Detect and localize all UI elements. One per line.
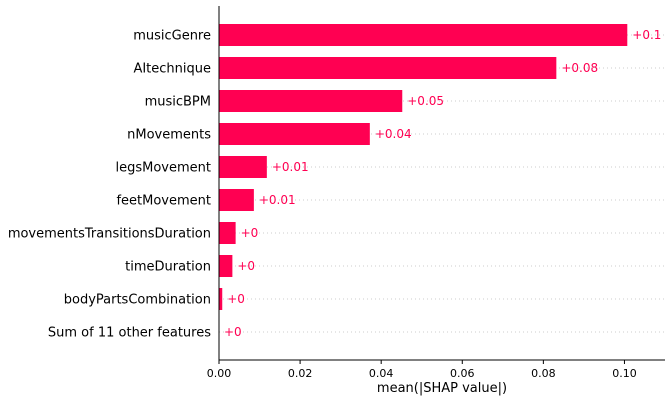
bar <box>219 156 267 178</box>
value-labels: +0.1 +0.08 +0.05 +0.04 +0.01 +0.01 +0 +0 +0 +0 <box>224 28 661 339</box>
bar <box>219 255 233 277</box>
category-label: nMovements <box>127 128 211 143</box>
grid-lines <box>219 34 665 333</box>
bar <box>219 57 557 79</box>
category-labels: musicGenre AItechnique musicBPM nMovements l… <box>8 29 211 341</box>
value-label: +0.05 <box>407 94 444 108</box>
value-label: +0 <box>241 226 259 240</box>
bar <box>219 288 223 310</box>
bar <box>219 123 370 145</box>
x-tick-label: 0.08 <box>531 367 556 380</box>
value-label: +0 <box>227 292 245 306</box>
bar <box>219 90 403 112</box>
x-tick-label: 0.02 <box>288 367 313 380</box>
x-axis-ticks: 0.00 0.02 0.04 0.06 0.08 0.10 <box>207 360 637 380</box>
bars <box>219 24 628 310</box>
value-label: +0.1 <box>632 28 661 42</box>
category-label: musicGenre <box>133 29 211 44</box>
category-label: movementsTransitionsDuration <box>8 227 211 242</box>
category-label: feetMovement <box>116 194 211 209</box>
value-label: +0.04 <box>375 127 412 141</box>
x-tick-label: 0.06 <box>450 367 475 380</box>
value-label: +0.01 <box>272 160 309 174</box>
bar <box>219 189 254 211</box>
category-label: legsMovement <box>116 161 212 176</box>
value-label: +0.01 <box>259 193 296 207</box>
bar <box>219 24 628 46</box>
category-label: timeDuration <box>125 260 211 275</box>
value-label: +0 <box>237 259 255 273</box>
bar <box>219 222 236 244</box>
axes <box>218 6 665 361</box>
x-axis-title: mean(|SHAP value|) <box>377 381 507 396</box>
value-label: +0.08 <box>561 61 598 75</box>
category-label: musicBPM <box>145 95 211 110</box>
value-label: +0 <box>224 325 242 339</box>
category-label: Sum of 11 other features <box>48 326 211 341</box>
category-label: bodyPartsCombination <box>64 293 211 308</box>
x-tick-label: 0.10 <box>612 367 637 380</box>
x-tick-label: 0.04 <box>369 367 394 380</box>
x-tick-label: 0.00 <box>207 367 232 380</box>
category-label: AItechnique <box>133 62 211 77</box>
